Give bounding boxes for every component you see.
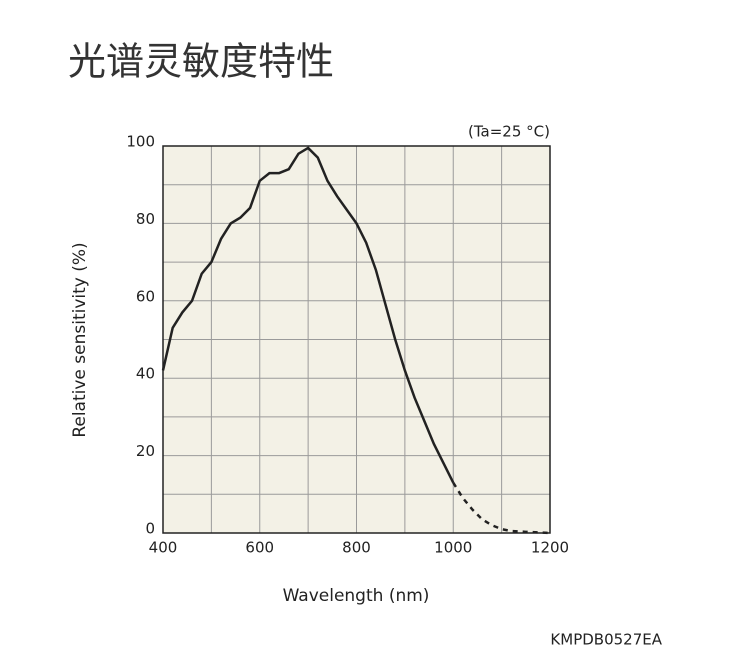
x-tick-label: 1200 bbox=[531, 539, 569, 557]
x-tick-label: 1000 bbox=[434, 539, 472, 557]
annotation: (Ta=25 °C) bbox=[468, 123, 550, 141]
y-tick-label: 80 bbox=[136, 210, 155, 228]
sensitivity-curve bbox=[452, 482, 551, 535]
figure-code: KMPDB0527EA bbox=[550, 631, 662, 649]
y-tick-label: 100 bbox=[126, 133, 155, 151]
y-axis-label: Relative sensitivity (%) bbox=[70, 242, 90, 437]
plot-frame bbox=[162, 145, 551, 534]
x-tick-label: 800 bbox=[342, 539, 371, 557]
x-axis-label: Wavelength (nm) bbox=[283, 586, 430, 606]
x-tick-label: 400 bbox=[149, 539, 178, 557]
y-tick-label: 20 bbox=[136, 442, 155, 460]
x-tick-label: 600 bbox=[245, 539, 274, 557]
chart-title: 光谱灵敏度特性 bbox=[68, 40, 334, 84]
sensitivity-curve bbox=[161, 146, 455, 484]
y-tick-label: 0 bbox=[145, 520, 155, 538]
y-tick-label: 60 bbox=[136, 287, 155, 305]
y-tick-label: 40 bbox=[136, 365, 155, 383]
